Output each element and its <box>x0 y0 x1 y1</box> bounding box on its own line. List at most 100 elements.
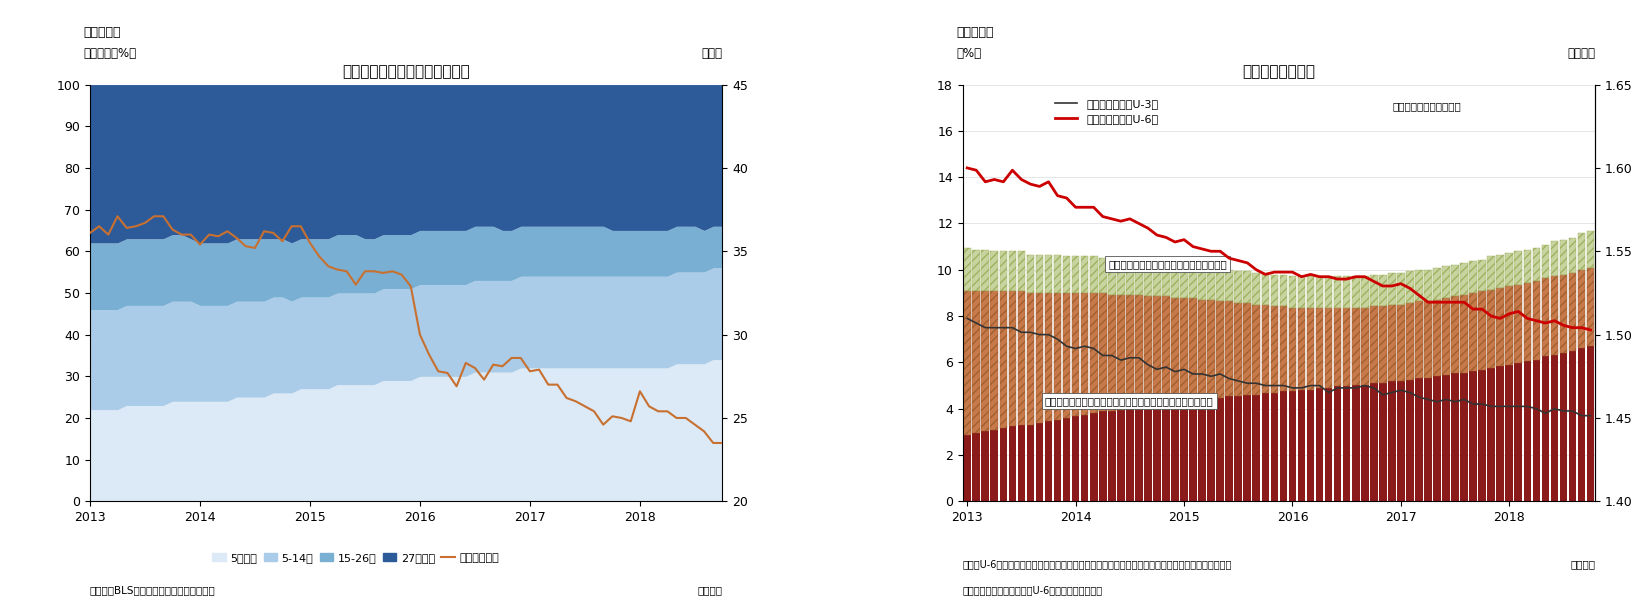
Bar <box>1180 298 1188 401</box>
Bar <box>1443 374 1449 501</box>
Bar <box>1461 373 1467 501</box>
Bar <box>1261 304 1270 393</box>
Title: 広義失業率の推移: 広義失業率の推移 <box>1242 64 1315 79</box>
Bar <box>1479 291 1485 370</box>
Bar <box>1279 275 1288 306</box>
Bar <box>1533 281 1539 359</box>
Bar <box>1315 388 1324 501</box>
Bar <box>1523 283 1531 361</box>
Bar <box>1153 405 1162 501</box>
Bar <box>1415 269 1423 301</box>
Bar <box>1569 273 1577 352</box>
Bar <box>1315 308 1324 388</box>
Bar <box>1343 276 1350 308</box>
Bar <box>1081 414 1088 501</box>
Bar <box>1405 271 1414 303</box>
Bar <box>1325 276 1332 308</box>
Bar <box>1443 266 1449 298</box>
Bar <box>1361 385 1369 501</box>
Bar <box>1036 293 1044 423</box>
Bar <box>1505 286 1513 365</box>
Bar <box>1099 411 1106 501</box>
Bar <box>1387 304 1396 381</box>
Bar <box>1587 268 1595 346</box>
Bar <box>1225 269 1234 301</box>
Bar <box>1515 251 1521 284</box>
Bar <box>1126 260 1134 295</box>
Text: （図表８）: （図表８） <box>957 26 995 39</box>
Bar <box>1541 356 1549 501</box>
Bar <box>1379 275 1387 306</box>
Bar <box>1072 293 1080 416</box>
Bar <box>1253 394 1260 501</box>
Bar <box>1479 370 1485 501</box>
Text: （図表７）: （図表７） <box>83 26 121 39</box>
Bar <box>1487 368 1495 501</box>
Bar <box>982 291 990 431</box>
Bar <box>1153 263 1162 297</box>
Text: （資料）BLSよりニッセイ基礎研究所作成: （資料）BLSよりニッセイ基礎研究所作成 <box>90 585 216 595</box>
Bar <box>1569 238 1577 273</box>
Bar <box>1063 293 1070 418</box>
Bar <box>982 291 990 431</box>
Bar <box>1343 387 1350 501</box>
Bar <box>1443 298 1449 374</box>
Bar <box>1171 403 1180 501</box>
Bar <box>1559 240 1567 275</box>
Bar <box>1551 276 1557 355</box>
Bar <box>1189 265 1198 298</box>
Bar <box>1307 390 1314 501</box>
Bar <box>1063 293 1070 418</box>
Bar <box>1315 276 1324 308</box>
Bar <box>1216 268 1224 301</box>
Bar <box>1387 273 1396 304</box>
Bar <box>1243 394 1252 501</box>
Bar <box>1235 271 1242 303</box>
Bar <box>1045 293 1052 422</box>
Bar <box>1541 278 1549 356</box>
Bar <box>1297 276 1306 308</box>
Bar <box>1533 248 1539 281</box>
Bar <box>1027 293 1034 425</box>
Bar <box>1253 304 1260 394</box>
Bar <box>1126 260 1134 295</box>
Bar <box>1577 348 1585 501</box>
Bar <box>1243 303 1252 394</box>
Bar <box>1505 286 1513 365</box>
Bar <box>1081 256 1088 293</box>
Bar <box>1333 308 1342 387</box>
Bar <box>1397 381 1405 501</box>
Bar <box>1018 425 1026 501</box>
Bar <box>1443 266 1449 298</box>
Bar <box>1081 256 1088 293</box>
Bar <box>1497 255 1503 288</box>
Bar <box>1018 251 1026 291</box>
Bar <box>1387 304 1396 381</box>
Bar <box>1515 251 1521 284</box>
Bar <box>1216 268 1224 301</box>
Bar <box>1008 291 1016 426</box>
Bar <box>1063 256 1070 293</box>
Bar <box>1405 303 1414 380</box>
Bar <box>1307 308 1314 390</box>
Bar <box>1225 301 1234 396</box>
Bar <box>1235 271 1242 303</box>
Bar <box>1487 289 1495 368</box>
Bar <box>1423 301 1432 378</box>
Bar <box>1569 238 1577 273</box>
Bar <box>1343 308 1350 387</box>
Bar <box>1018 251 1026 291</box>
Bar <box>1171 265 1180 298</box>
Bar <box>1297 276 1306 308</box>
Bar <box>1162 297 1170 403</box>
Bar <box>1487 289 1495 368</box>
Text: 周辺労働力人口（右軸）: 周辺労働力人口（右軸） <box>1392 101 1461 111</box>
Bar <box>1325 308 1332 388</box>
Bar <box>1054 420 1062 501</box>
Text: （%）: （%） <box>957 47 982 60</box>
Bar <box>1523 249 1531 283</box>
Bar <box>1008 251 1016 291</box>
Bar <box>1523 249 1531 283</box>
Bar <box>964 248 972 291</box>
Bar <box>1099 293 1106 411</box>
